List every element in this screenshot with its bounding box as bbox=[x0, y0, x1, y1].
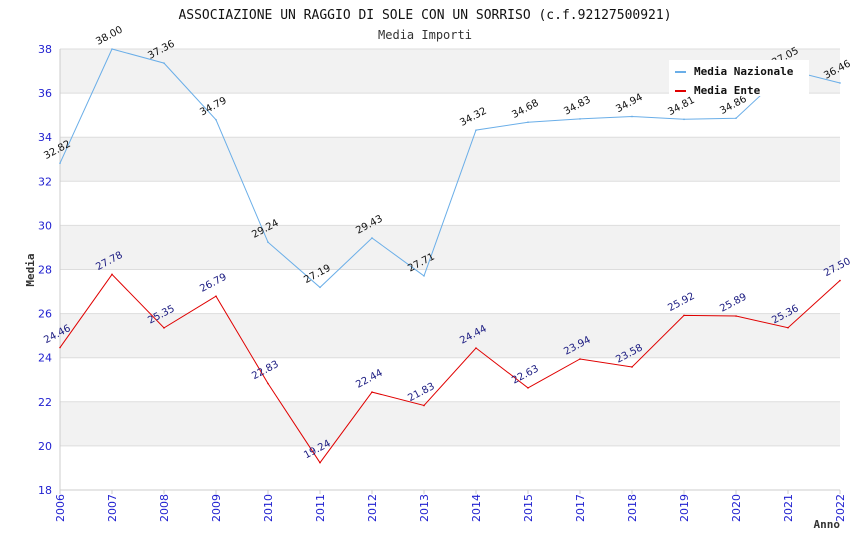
data-point bbox=[59, 346, 61, 349]
y-tick-labels: 18 20 22 24 26 28 30 32 34 36 38 bbox=[38, 43, 52, 497]
x-tick-label: 2013 bbox=[418, 494, 431, 522]
background-bands bbox=[60, 49, 840, 490]
x-tick-label: 2014 bbox=[470, 494, 483, 522]
legend: Media Nazionale Media Ente bbox=[669, 60, 809, 97]
legend-label-media-nazionale: Media Nazionale bbox=[694, 65, 794, 78]
data-point bbox=[371, 391, 373, 393]
y-axis-label: Media bbox=[24, 253, 37, 286]
data-point bbox=[839, 82, 841, 84]
y-tick-label: 26 bbox=[38, 308, 52, 321]
x-tick-label: 2018 bbox=[626, 494, 639, 522]
legend-label-media-ente: Media Ente bbox=[694, 84, 761, 97]
data-point bbox=[319, 461, 321, 464]
data-point bbox=[423, 275, 425, 277]
y-tick-label: 28 bbox=[38, 264, 52, 277]
data-point bbox=[371, 237, 373, 239]
data-point bbox=[475, 129, 477, 131]
data-point bbox=[683, 118, 685, 121]
data-point bbox=[527, 387, 529, 389]
y-tick-label: 18 bbox=[38, 484, 52, 497]
data-point bbox=[319, 286, 321, 289]
band-20-22 bbox=[60, 401, 840, 446]
x-tick-label: 2009 bbox=[210, 494, 223, 522]
band-32-34 bbox=[60, 137, 840, 182]
data-point bbox=[163, 327, 165, 329]
data-point bbox=[59, 162, 61, 165]
data-point bbox=[475, 347, 477, 349]
data-point bbox=[111, 48, 113, 50]
x-tick-labels: 2006 2007 2008 2009 2010 2011 2012 2013 2014 2015… bbox=[54, 494, 847, 522]
x-tick-label: 2006 bbox=[54, 494, 67, 522]
data-point bbox=[683, 314, 685, 317]
data-point bbox=[579, 118, 581, 120]
data-label: 38.00 bbox=[94, 24, 124, 47]
data-point bbox=[735, 117, 737, 120]
y-tick-label: 20 bbox=[38, 440, 52, 453]
series-line-media-nazionale bbox=[59, 48, 841, 289]
x-tick-label: 2017 bbox=[574, 494, 587, 522]
x-tick-label: 2010 bbox=[262, 494, 275, 522]
data-point bbox=[579, 358, 581, 360]
y-tick-label: 36 bbox=[38, 87, 52, 100]
data-point bbox=[267, 241, 269, 243]
y-tick-label: 32 bbox=[38, 175, 52, 188]
band-26-28 bbox=[60, 269, 840, 314]
x-tick-label: 2011 bbox=[314, 494, 327, 522]
x-axis-label: Anno bbox=[814, 518, 841, 531]
data-point bbox=[163, 62, 165, 64]
y-tick-label: 30 bbox=[38, 219, 52, 232]
series-line-media-ente bbox=[59, 273, 841, 464]
x-tick-label: 2020 bbox=[730, 494, 743, 522]
x-tick-label: 2012 bbox=[366, 494, 379, 522]
data-point bbox=[631, 366, 633, 368]
chart-title: ASSOCIAZIONE UN RAGGIO DI SOLE CON UN SO… bbox=[178, 8, 671, 23]
data-point bbox=[215, 118, 217, 121]
data-point bbox=[111, 273, 113, 276]
chart-subtitle: Media Importi bbox=[378, 28, 472, 42]
x-tick-label: 2007 bbox=[106, 494, 119, 522]
band-22-24 bbox=[60, 357, 840, 402]
x-tick-label: 2022 bbox=[834, 494, 847, 522]
x-tick-label: 2008 bbox=[158, 494, 171, 522]
x-tick-label: 2019 bbox=[678, 494, 691, 522]
series-lines bbox=[59, 48, 841, 464]
data-point bbox=[527, 121, 529, 124]
data-point bbox=[267, 382, 269, 385]
axes bbox=[59, 49, 841, 494]
data-point bbox=[787, 326, 789, 329]
band-18-20 bbox=[60, 445, 840, 490]
data-point bbox=[631, 115, 633, 118]
legend-box bbox=[669, 60, 809, 96]
band-34-36 bbox=[60, 93, 840, 138]
band-24-26 bbox=[60, 313, 840, 358]
y-tick-label: 38 bbox=[38, 43, 52, 56]
band-28-30 bbox=[60, 225, 840, 270]
x-tick-label: 2015 bbox=[522, 494, 535, 522]
y-tick-label: 24 bbox=[38, 352, 52, 365]
data-point bbox=[423, 404, 425, 407]
y-tick-label: 34 bbox=[38, 131, 52, 144]
data-point bbox=[839, 279, 841, 282]
data-point bbox=[215, 295, 217, 297]
y-tick-label: 22 bbox=[38, 396, 52, 409]
x-tick-label: 2021 bbox=[782, 494, 795, 522]
data-point bbox=[735, 315, 737, 317]
